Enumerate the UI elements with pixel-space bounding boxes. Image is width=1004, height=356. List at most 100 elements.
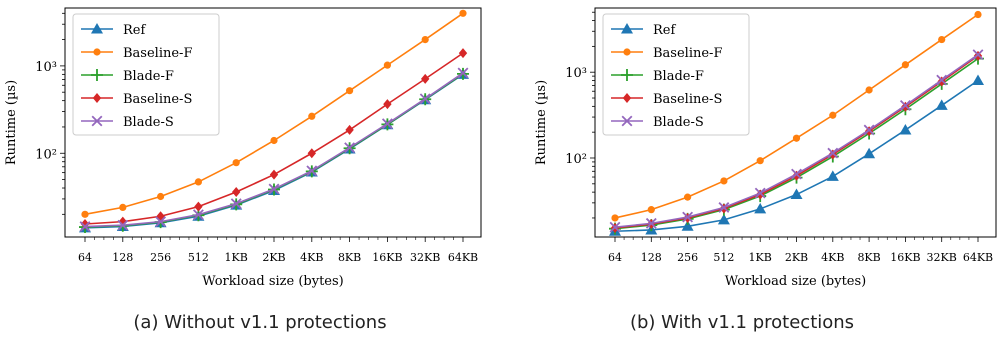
data-point bbox=[865, 86, 873, 94]
data-point bbox=[117, 219, 129, 231]
legend-label: Ref bbox=[123, 23, 146, 38]
x-tick-label: 2KB bbox=[262, 251, 285, 264]
data-point bbox=[611, 214, 619, 222]
data-point bbox=[720, 177, 728, 185]
x-tick-label: 16KB bbox=[890, 251, 920, 264]
plot-frame bbox=[594, 7, 997, 238]
data-point bbox=[194, 201, 203, 212]
x-tick-label: 128 bbox=[112, 251, 133, 264]
data-point bbox=[682, 211, 694, 223]
legend-label: Blade-F bbox=[123, 69, 174, 84]
legend-label: Blade-S bbox=[653, 115, 704, 130]
x-tick-label: 512 bbox=[188, 251, 209, 264]
data-point bbox=[345, 124, 354, 135]
x-tick-label: 4KB bbox=[300, 251, 323, 264]
data-point bbox=[790, 188, 803, 200]
data-point bbox=[645, 217, 657, 229]
legend-marker bbox=[91, 115, 103, 127]
data-point bbox=[901, 61, 909, 69]
data-point bbox=[972, 49, 984, 61]
data-point bbox=[863, 147, 876, 159]
legend-box bbox=[602, 13, 750, 136]
legend-marker bbox=[91, 69, 103, 81]
x-axis-label: Workload size (bytes) bbox=[725, 274, 867, 289]
chart-panel-b: 10² 10³ 64 128 256 512 1KB 2KB 4KB 8KB 16KB 32KB 64K… bbox=[534, 7, 997, 289]
x-tick-label: 8KB bbox=[857, 251, 880, 264]
legend-label: Baseline-F bbox=[123, 46, 192, 61]
legend-marker bbox=[621, 115, 633, 127]
x-tick-label: 256 bbox=[150, 251, 171, 264]
legend-marker bbox=[91, 23, 103, 34]
data-point bbox=[268, 183, 280, 195]
data-point bbox=[899, 99, 911, 111]
data-point bbox=[936, 74, 948, 86]
series-blade-s bbox=[79, 67, 469, 232]
caption-a: (a) Without v1.1 protections bbox=[133, 312, 387, 333]
data-point bbox=[457, 67, 469, 79]
data-point bbox=[192, 209, 204, 221]
y-tick-label: 10² bbox=[565, 152, 587, 167]
data-point bbox=[155, 216, 167, 228]
x-tick-label: 1KB bbox=[749, 251, 772, 264]
data-point bbox=[232, 159, 240, 167]
data-point bbox=[718, 202, 730, 213]
data-point bbox=[230, 198, 242, 210]
caption-b: (b) With v1.1 protections bbox=[629, 312, 855, 333]
y-tick-label: 10³ bbox=[565, 66, 587, 81]
data-point bbox=[381, 118, 393, 130]
y-tick-label: 10³ bbox=[35, 60, 57, 75]
legend-marker bbox=[93, 48, 101, 56]
x-tick-label: 256 bbox=[677, 251, 698, 264]
data-point bbox=[829, 111, 837, 119]
data-point bbox=[717, 213, 730, 225]
data-point bbox=[269, 169, 279, 180]
x-tick-label: 64 bbox=[78, 251, 92, 264]
legend-marker bbox=[621, 23, 633, 34]
data-point bbox=[827, 147, 839, 159]
data-point bbox=[609, 221, 621, 233]
plot-frame bbox=[64, 7, 482, 238]
legend-marker bbox=[621, 69, 633, 81]
legend-label: Blade-F bbox=[653, 69, 704, 84]
x-axis-label: Workload size (bytes) bbox=[202, 274, 344, 289]
x-tick-label: 32KB bbox=[410, 251, 440, 264]
legend: Ref Baseline-F Blade-F Baseline-S Blade-S bbox=[72, 13, 220, 136]
legend-label: Blade-S bbox=[123, 115, 174, 130]
data-point bbox=[754, 187, 766, 199]
legend-marker bbox=[622, 93, 632, 103]
data-point bbox=[119, 203, 127, 212]
data-point bbox=[308, 112, 316, 120]
series-baseline-f bbox=[81, 9, 467, 218]
data-point bbox=[863, 124, 875, 136]
data-point bbox=[826, 170, 839, 181]
series-baseline-f bbox=[611, 10, 982, 222]
data-point bbox=[421, 36, 429, 44]
data-point bbox=[935, 99, 948, 110]
data-point bbox=[232, 187, 241, 198]
data-point bbox=[754, 202, 767, 214]
legend: Ref Baseline-F Blade-F Baseline-S Blade-S bbox=[602, 13, 750, 136]
x-tick-label: 64KB bbox=[963, 251, 993, 264]
data-point bbox=[383, 61, 391, 69]
data-point bbox=[81, 210, 89, 218]
legend-label: Baseline-F bbox=[653, 46, 722, 61]
x-tick-label: 2KB bbox=[785, 251, 808, 264]
data-point bbox=[458, 48, 468, 59]
data-point bbox=[157, 192, 165, 201]
chart-panel-a: 10² 10³ 64 128 256 512 1KB 2KB 4KB 8KB 16KB 32KB 64K… bbox=[4, 7, 482, 289]
legend-box bbox=[72, 13, 220, 136]
x-tick-label: 64KB bbox=[448, 251, 478, 264]
x-tick-label: 4KB bbox=[821, 251, 844, 264]
data-point bbox=[383, 99, 392, 110]
x-tick-label: 128 bbox=[641, 251, 662, 264]
legend-label: Ref bbox=[653, 23, 676, 38]
x-tick-label: 512 bbox=[713, 251, 734, 264]
y-axis-label: Runtime (µs) bbox=[534, 80, 549, 165]
y-tick-label: 10² bbox=[35, 147, 57, 162]
data-point bbox=[344, 142, 356, 154]
x-tick-label: 8KB bbox=[338, 251, 361, 264]
legend-label: Baseline-S bbox=[653, 92, 722, 107]
data-point bbox=[307, 148, 316, 159]
data-point bbox=[938, 35, 946, 44]
data-point bbox=[79, 221, 91, 232]
